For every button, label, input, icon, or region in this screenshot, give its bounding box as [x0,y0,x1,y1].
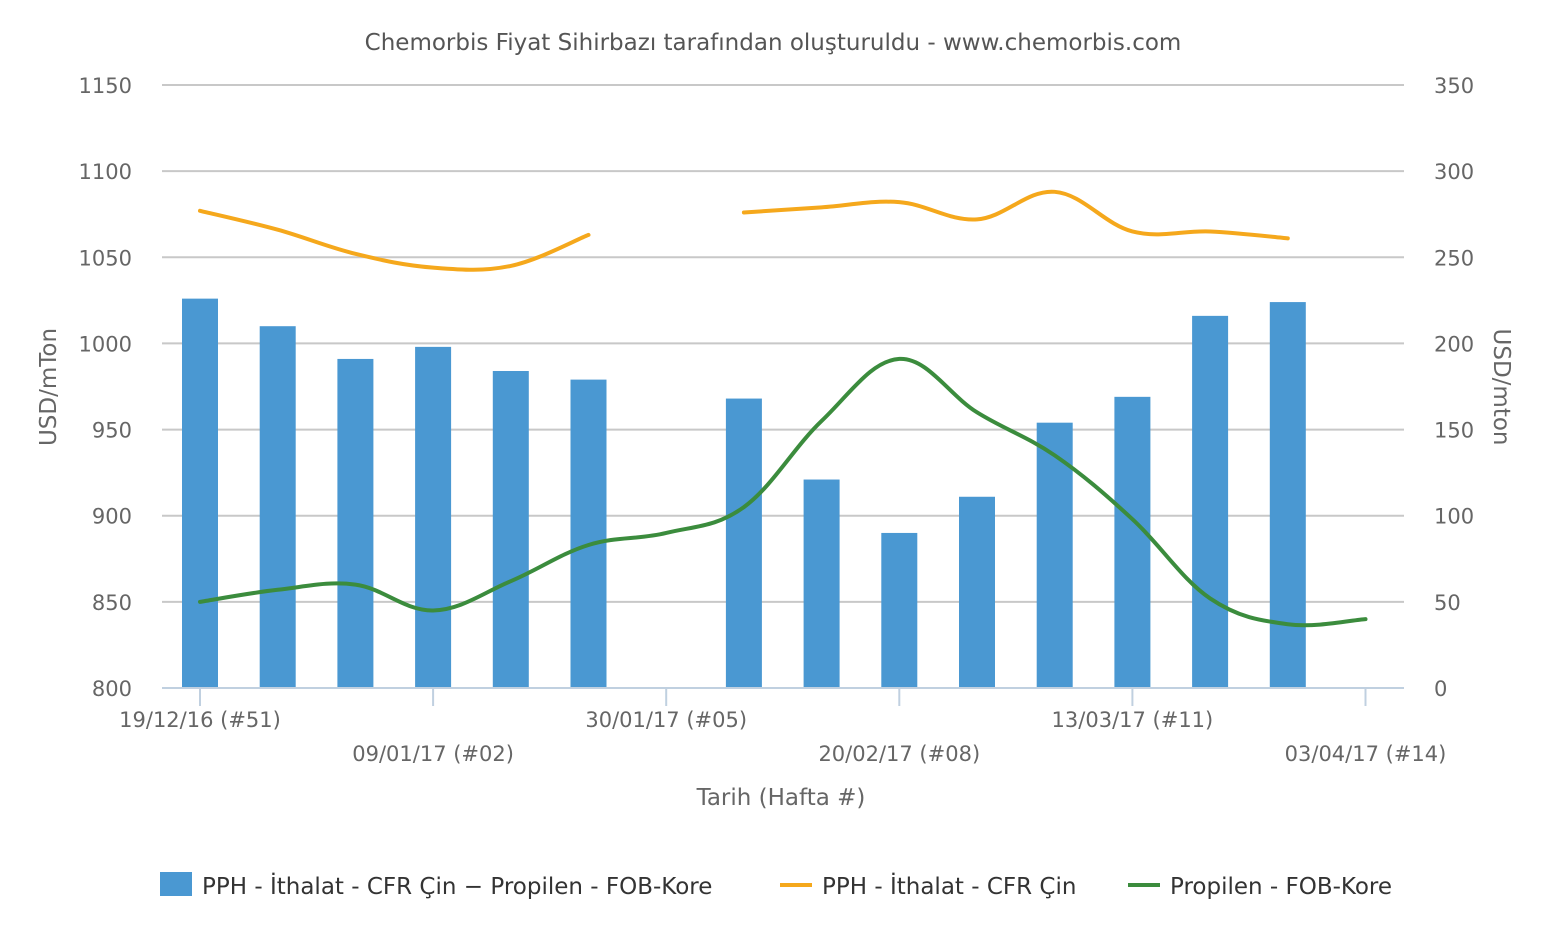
line-pph-cfr-cin [198,208,591,272]
x-tick-label: 30/01/17 (#05) [585,708,747,732]
bar [881,532,918,688]
bar [1269,302,1306,688]
x-tick-label: 13/03/17 (#11) [1052,708,1214,732]
legend: PPH - İthalat - CFR Çin − Propilen - FOB… [160,872,1392,900]
y-left-tick-label: 1050 [79,246,132,270]
y-left-tick-label: 800 [92,677,132,701]
y-axis-right-label: USD/mton [1488,329,1514,446]
y-axis-left-label: USD/mTon [36,328,62,446]
axes: 800 0 850 50 900 100 950 150 1000 200 1050 250 1100 3… [79,74,1475,766]
bar [570,379,607,688]
line-propilen-fob-kore [198,356,1368,628]
y-right-tick-label: 50 [1434,591,1461,615]
bar [803,479,840,688]
bar [1192,315,1229,688]
legend-label: PPH - İthalat - CFR Çin [822,872,1076,900]
bar [725,398,762,688]
x-tick-label: 20/02/17 (#08) [818,742,980,766]
y-left-tick-label: 1150 [79,74,132,98]
bar [182,298,218,688]
line-pph-cfr-cin [741,189,1290,241]
y-right-tick-label: 100 [1434,505,1474,529]
x-tick-label: 19/12/16 (#51) [119,708,281,732]
y-left-tick-label: 850 [92,591,132,615]
bar-series [182,298,1306,688]
y-right-tick-label: 0 [1434,677,1447,701]
chart-title: Chemorbis Fiyat Sihirbazı tarafından olu… [365,30,1182,56]
y-left-tick-label: 1000 [79,332,132,356]
x-tick-label: 09/01/17 (#02) [352,742,514,766]
bar [959,496,995,688]
line-series [198,189,1368,628]
bar [259,326,296,688]
y-left-tick-label: 1100 [79,160,132,184]
y-right-tick-label: 200 [1434,332,1474,356]
y-left-tick-label: 950 [92,419,132,443]
legend-label: Propilen - FOB-Kore [1170,874,1392,900]
y-right-tick-label: 250 [1434,246,1474,270]
bar [415,346,452,688]
y-right-tick-label: 350 [1434,74,1474,98]
y-right-tick-label: 150 [1434,419,1474,443]
bar [1114,396,1151,688]
legend-label: PPH - İthalat - CFR Çin − Propilen - FOB… [202,872,712,900]
legend-swatch-bar [160,872,192,896]
y-right-tick-label: 300 [1434,160,1474,184]
x-tick-label: 03/04/17 (#14) [1285,742,1447,766]
x-axis-label: Tarih (Hafta #) [696,785,866,811]
bar [492,370,529,688]
bar [337,358,374,688]
bar [1036,422,1073,688]
y-left-tick-label: 900 [92,505,132,529]
